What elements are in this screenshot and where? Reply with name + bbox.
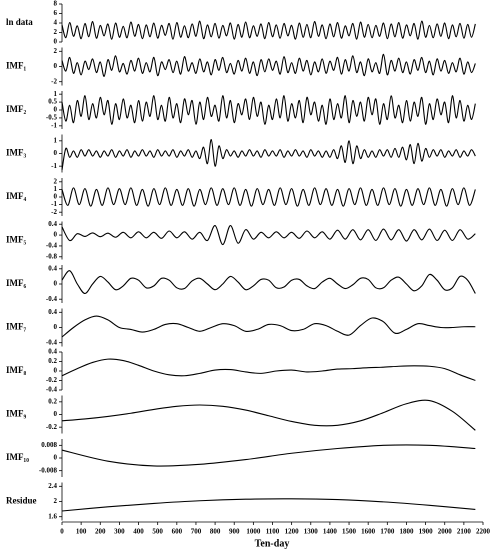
x-tick-label: 1200: [285, 528, 300, 536]
y-tick-label: -0.8: [46, 252, 58, 260]
series-line: [61, 187, 476, 207]
y-tick-label: -1: [51, 200, 57, 208]
y-tick-label: 0.4: [48, 264, 57, 272]
y-tick-label: -2: [51, 208, 57, 216]
x-tick-label: 1400: [323, 528, 338, 536]
y-tick-label: 0: [54, 231, 58, 239]
series-line: [61, 225, 476, 246]
x-tick-label: 100: [76, 528, 87, 536]
y-tick-label: 2: [54, 177, 58, 185]
x-tick-label: 2200: [476, 528, 491, 536]
y-tick-label: 0: [54, 149, 58, 157]
x-tick-label: 1900: [419, 528, 434, 536]
y-tick-label: 4: [54, 19, 58, 27]
x-tick-label: 1000: [246, 528, 261, 536]
x-tick-label: 1300: [304, 528, 319, 536]
y-tick-label: -0.008: [39, 466, 58, 474]
series-line: [61, 498, 476, 512]
x-tick-label: 900: [229, 528, 240, 536]
panel-label: IMF₅: [6, 235, 26, 245]
y-tick-label: 0: [54, 38, 58, 46]
y-tick-label: 0: [54, 193, 58, 201]
series-line: [61, 315, 476, 338]
y-tick-label: 1: [54, 185, 58, 193]
panel-label: IMF₇: [6, 322, 26, 332]
panel-label: IMF₁₀: [6, 452, 29, 462]
x-tick-label: 0: [60, 528, 64, 536]
y-tick-label: -0.4: [46, 338, 58, 346]
y-tick-label: 6: [54, 9, 58, 17]
x-tick-label: 1100: [266, 528, 280, 536]
panel-label: IMF₈: [6, 365, 26, 375]
panel-label: IMF₂: [6, 104, 26, 114]
y-tick-label: 0.2: [48, 357, 57, 365]
y-tick-label: -0.2: [46, 423, 58, 431]
x-tick-label: 1700: [380, 528, 395, 536]
y-tick-label: -0.4: [46, 295, 58, 303]
y-tick-label: 1: [54, 136, 58, 144]
x-tick-label: 600: [172, 528, 183, 536]
x-tick-label: 700: [191, 528, 202, 536]
panel-label: ln data: [6, 17, 33, 27]
y-tick-label: 0: [54, 106, 58, 114]
y-tick-label: 0.008: [41, 441, 57, 449]
y-tick-label: 0.5: [48, 98, 57, 106]
y-tick-label: 0.4: [48, 308, 57, 316]
panel-label: IMF₃: [6, 148, 26, 158]
series-line: [61, 20, 476, 40]
panel-label: IMF₁: [6, 61, 26, 71]
y-tick-label: -0.4: [46, 242, 58, 250]
panel-label: Residue: [6, 496, 37, 506]
series-line: [61, 95, 476, 125]
x-tick-label: 1600: [361, 528, 376, 536]
y-tick-label: 0: [54, 410, 58, 418]
x-axis-label: Ten-day: [255, 538, 290, 549]
y-tick-label: 0.4: [48, 348, 57, 356]
y-tick-label: 0: [54, 323, 58, 331]
y-tick-label: 1.6: [48, 512, 57, 520]
y-tick-label: 0: [54, 280, 58, 288]
panel-label: IMF₉: [6, 409, 26, 419]
x-tick-label: 2000: [438, 528, 453, 536]
series-line: [61, 444, 476, 467]
y-tick-label: 8: [54, 0, 58, 8]
y-tick-label: 0: [54, 367, 58, 375]
panel-label: IMF₄: [6, 191, 26, 201]
series-line: [61, 358, 476, 382]
y-tick-label: 2: [54, 28, 58, 36]
x-tick-label: 400: [133, 528, 144, 536]
y-tick-label: 0: [54, 454, 58, 462]
x-tick-label: 2100: [457, 528, 472, 536]
y-tick-label: 1: [54, 90, 58, 98]
y-tick-label: 0.2: [48, 397, 57, 405]
y-tick-label: -0.2: [46, 376, 58, 384]
x-tick-label: 500: [152, 528, 163, 536]
panel-label: IMF₆: [6, 278, 26, 288]
y-tick-label: 2: [54, 47, 58, 55]
y-tick-label: 2: [54, 497, 58, 505]
series-line: [61, 399, 476, 431]
y-tick-label: -1: [51, 121, 57, 129]
y-tick-label: 0: [54, 62, 58, 70]
x-tick-label: 1500: [342, 528, 357, 536]
y-tick-label: -0.4: [46, 386, 58, 394]
y-tick-label: -0.5: [46, 114, 58, 122]
y-tick-label: 2.4: [48, 482, 57, 490]
series-line: [61, 53, 476, 77]
x-tick-label: 1800: [399, 528, 414, 536]
x-tick-label: 300: [114, 528, 125, 536]
series-line: [61, 270, 476, 295]
y-tick-label: 0.4: [48, 220, 57, 228]
x-tick-label: 200: [95, 528, 106, 536]
series-line: [61, 139, 476, 171]
y-tick-label: -2: [51, 77, 57, 85]
y-tick-label: -1: [51, 162, 57, 170]
x-tick-label: 800: [210, 528, 221, 536]
